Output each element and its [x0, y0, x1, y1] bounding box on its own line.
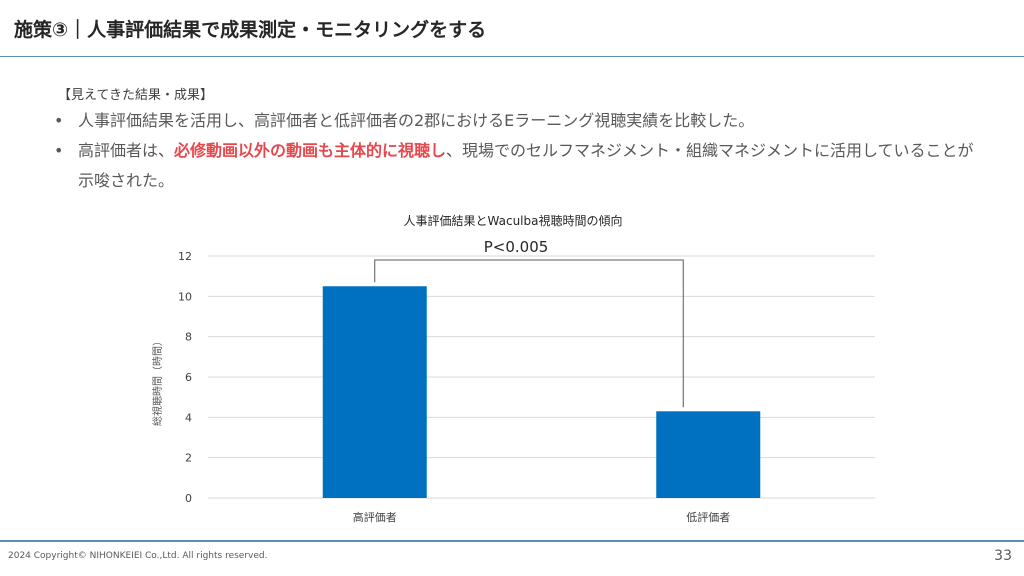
bullet-text-before: 高評価者は、 — [78, 141, 175, 160]
copyright-text: 2024 Copyright© NIHONKEIEI Co.,Ltd. All … — [8, 551, 268, 561]
y-tick-label: 10 — [178, 290, 192, 303]
bullet-dot: • — [54, 111, 64, 130]
bullet-item-1: • 人事評価結果を活用し、高評価者と低評価者の2郡におけるEラーニング視聴実績を… — [50, 106, 980, 136]
page-title: 施策③｜人事評価結果で成果測定・モニタリングをする — [14, 19, 487, 41]
header-bar: 施策③｜人事評価結果で成果測定・モニタリングをする — [0, 0, 1024, 57]
significance-bracket-top — [374, 259, 684, 408]
section-label: 【見えてきた結果・成果】 — [58, 88, 213, 103]
x-category-label: 低評価者 — [686, 510, 730, 524]
footer-divider — [0, 540, 1024, 542]
y-axis-label: 総視聴時間（時間） — [151, 336, 164, 426]
bullet-dot: • — [54, 141, 64, 160]
chart-title: 人事評価結果とWaculba視聴時間の傾向 — [404, 213, 623, 228]
bullet-text-after: 、現場でのセルフマネジメント・組織マネジメントに活用していることが示唆された。 — [78, 141, 974, 190]
page-number: 33 — [994, 548, 1012, 564]
y-tick-label: 2 — [185, 452, 192, 465]
bar-high-evaluation — [322, 286, 427, 498]
y-tick-label: 4 — [185, 411, 192, 424]
bar-chart: 人事評価結果とWaculba視聴時間の傾向 総視聴時間（時間） 0 2 4 6 8 10 1… — [151, 213, 875, 524]
y-tick-label: 8 — [185, 331, 192, 344]
y-tick-label: 12 — [178, 250, 192, 263]
bullet-list: • 人事評価結果を活用し、高評価者と低評価者の2郡におけるEラーニング視聴実績を… — [50, 106, 980, 196]
bullet-text: 人事評価結果を活用し、高評価者と低評価者の2郡におけるEラーニング視聴実績を比較… — [78, 111, 755, 130]
bullet-emphasis: 必修動画以外の動画も主体的に視聴し — [174, 141, 447, 160]
significance-label: P<0.005 — [484, 238, 549, 256]
bar-low-evaluation — [656, 411, 761, 498]
y-tick-label: 6 — [185, 371, 192, 384]
y-tick-label: 0 — [185, 492, 192, 505]
bullet-item-2: • 高評価者は、必修動画以外の動画も主体的に視聴し、現場でのセルフマネジメント・… — [50, 136, 980, 196]
x-category-label: 高評価者 — [353, 510, 397, 524]
